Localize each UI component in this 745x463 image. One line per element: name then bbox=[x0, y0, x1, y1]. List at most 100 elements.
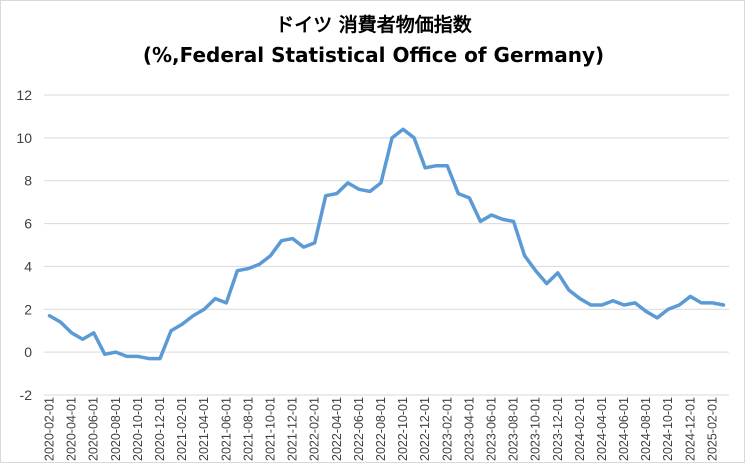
data-point bbox=[302, 246, 305, 249]
data-point bbox=[368, 190, 371, 193]
data-point bbox=[48, 314, 51, 317]
data-point bbox=[479, 220, 482, 223]
data-point bbox=[413, 136, 416, 139]
x-tick-label: 2020-12-01 bbox=[153, 397, 167, 461]
data-point bbox=[623, 304, 626, 307]
data-point bbox=[236, 269, 239, 272]
y-tick-label: 8 bbox=[24, 173, 32, 189]
x-tick-label: 2020-10-01 bbox=[131, 397, 145, 461]
data-point bbox=[181, 323, 184, 326]
data-point bbox=[700, 301, 703, 304]
x-tick-label: 2022-06-01 bbox=[352, 397, 366, 461]
data-point bbox=[523, 254, 526, 257]
data-point bbox=[280, 239, 283, 242]
x-tick-label: 2022-02-01 bbox=[308, 397, 322, 461]
data-point bbox=[556, 271, 559, 274]
data-point bbox=[324, 194, 327, 197]
y-tick-label: 2 bbox=[24, 301, 32, 317]
data-point bbox=[192, 314, 195, 317]
data-point bbox=[501, 218, 504, 221]
data-point bbox=[446, 164, 449, 167]
x-tick-label: 2021-06-01 bbox=[219, 397, 233, 461]
x-tick-label: 2020-08-01 bbox=[109, 397, 123, 461]
data-point bbox=[269, 254, 272, 257]
data-point bbox=[689, 295, 692, 298]
data-point bbox=[125, 355, 128, 358]
x-tick-label: 2022-12-01 bbox=[418, 397, 432, 461]
data-point bbox=[335, 192, 338, 195]
data-point bbox=[170, 329, 173, 332]
y-tick-label: -2 bbox=[20, 387, 33, 403]
data-point bbox=[545, 282, 548, 285]
data-point bbox=[92, 331, 95, 334]
data-point bbox=[600, 304, 603, 307]
data-point bbox=[468, 196, 471, 199]
x-tick-label: 2022-04-01 bbox=[330, 397, 344, 461]
data-point bbox=[81, 338, 84, 341]
data-point bbox=[490, 214, 493, 217]
x-tick-label: 2025-02-01 bbox=[705, 397, 719, 461]
data-point bbox=[136, 355, 139, 358]
data-point bbox=[722, 304, 725, 307]
data-point bbox=[402, 128, 405, 131]
chart-title: ドイツ 消費者物価指数 bbox=[275, 14, 472, 36]
data-point bbox=[346, 181, 349, 184]
data-point bbox=[634, 301, 637, 304]
data-point bbox=[147, 357, 150, 360]
x-tick-label: 2020-06-01 bbox=[87, 397, 101, 461]
gridlines bbox=[44, 94, 729, 396]
data-point bbox=[214, 297, 217, 300]
data-point bbox=[203, 308, 206, 311]
data-point bbox=[379, 181, 382, 184]
y-tick-label: 0 bbox=[24, 344, 32, 360]
data-point bbox=[645, 310, 648, 313]
data-point bbox=[512, 220, 515, 223]
data-point bbox=[114, 351, 117, 354]
x-tick-label: 2020-02-01 bbox=[43, 397, 57, 461]
x-tick-label: 2024-04-01 bbox=[595, 397, 609, 461]
x-tick-label: 2021-12-01 bbox=[286, 397, 300, 461]
data-point bbox=[247, 267, 250, 270]
y-axis-ticks: -2 0 2 4 6 8 10 12 bbox=[16, 87, 32, 403]
data-point bbox=[678, 304, 681, 307]
data-point bbox=[357, 188, 360, 191]
data-point bbox=[534, 269, 537, 272]
x-tick-label: 2021-08-01 bbox=[241, 397, 255, 461]
x-tick-label: 2024-10-01 bbox=[661, 397, 675, 461]
x-tick-label: 2022-08-01 bbox=[374, 397, 388, 461]
data-point bbox=[667, 308, 670, 311]
x-tick-label: 2023-08-01 bbox=[507, 397, 521, 461]
data-point bbox=[435, 164, 438, 167]
x-tick-label: 2021-04-01 bbox=[197, 397, 211, 461]
data-point bbox=[424, 166, 427, 169]
data-point bbox=[589, 304, 592, 307]
data-point bbox=[567, 289, 570, 292]
x-tick-label: 2024-02-01 bbox=[573, 397, 587, 461]
y-tick-label: 6 bbox=[24, 216, 32, 232]
data-point bbox=[291, 237, 294, 240]
data-point bbox=[313, 241, 316, 244]
data-point bbox=[457, 192, 460, 195]
series-line bbox=[47, 127, 726, 361]
data-point bbox=[711, 301, 714, 304]
x-tick-label: 2023-12-01 bbox=[551, 397, 565, 461]
data-point bbox=[391, 136, 394, 139]
y-tick-label: 4 bbox=[24, 258, 32, 274]
data-point bbox=[656, 316, 659, 319]
data-point bbox=[103, 353, 106, 356]
data-point bbox=[59, 321, 62, 324]
series-layer bbox=[47, 127, 726, 361]
x-tick-label: 2023-04-01 bbox=[462, 397, 476, 461]
data-point bbox=[258, 263, 261, 266]
data-point bbox=[70, 331, 73, 334]
x-tick-label: 2020-04-01 bbox=[65, 397, 79, 461]
y-tick-label: 10 bbox=[16, 130, 32, 146]
data-point bbox=[611, 299, 614, 302]
data-point bbox=[225, 301, 228, 304]
x-tick-label: 2021-02-01 bbox=[175, 397, 189, 461]
x-tick-label: 2023-02-01 bbox=[440, 397, 454, 461]
chart-subtitle: (%,Federal Statistical Office of Germany… bbox=[142, 43, 605, 67]
y-tick-label: 12 bbox=[16, 87, 32, 103]
